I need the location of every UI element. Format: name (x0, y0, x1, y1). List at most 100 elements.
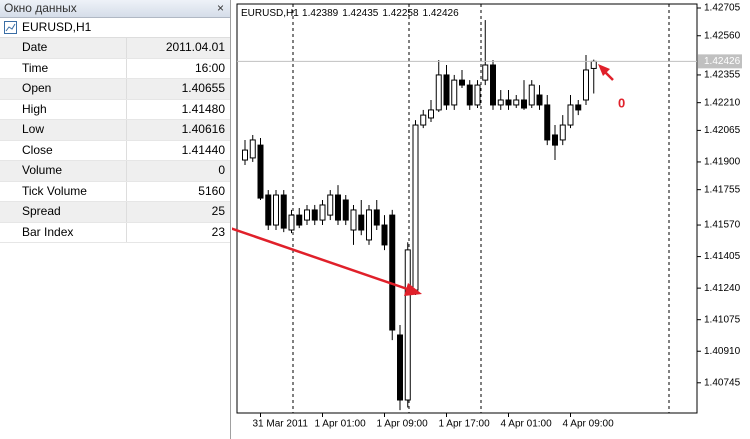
candle-body (459, 79, 465, 86)
data-row: Volume 0 (0, 161, 230, 182)
y-tick-label: 1.41755 (704, 184, 741, 195)
candle-body (288, 214, 295, 231)
row-label: Open (0, 79, 127, 99)
data-row: Date 2011.04.01 (0, 38, 230, 59)
close-button[interactable]: × (216, 1, 224, 15)
data-window: Окно данных × EURUSD,H1 Date 2011.04.01 Tim… (0, 0, 231, 439)
candle-body (466, 84, 473, 106)
candle-body (575, 104, 582, 111)
candle-body (428, 109, 434, 119)
candles (242, 20, 597, 411)
candle-body (583, 69, 589, 101)
candle-body (311, 209, 318, 221)
row-label: Close (0, 140, 127, 160)
row-value: 2011.04.01 (165, 40, 225, 54)
candle-body (389, 214, 396, 331)
data-row: Low 1.40616 (0, 120, 230, 141)
row-label: Spread (0, 202, 127, 222)
candle-body (552, 134, 558, 146)
x-tick-label: 1 Apr 01:00 (315, 419, 367, 430)
candle-body (536, 94, 543, 106)
candle-body (397, 334, 403, 401)
data-row: Close 1.41440 (0, 140, 230, 161)
row-value: 5160 (198, 183, 225, 198)
symbol: EURUSD,H1 (241, 8, 299, 19)
row-value: 0 (218, 163, 225, 177)
row-label: Volume (0, 161, 127, 181)
open: 1.42389 (302, 8, 339, 19)
price-label-box (698, 54, 742, 69)
candle-body (521, 99, 527, 109)
x-tick-label: 4 Apr 01:00 (501, 419, 553, 430)
candle-body (280, 194, 287, 229)
candle-body (381, 224, 388, 246)
candle-body (451, 79, 458, 106)
close: 1.42426 (423, 8, 460, 19)
row-label: Bar Index (0, 222, 127, 242)
candle-body (528, 84, 535, 106)
row-label: High (0, 99, 127, 119)
plot-frame (236, 3, 698, 414)
symbol-row: EURUSD,H1 (0, 18, 230, 38)
candle-body (435, 74, 442, 111)
candle-body (412, 124, 419, 291)
data-row: High 1.41480 (0, 99, 230, 120)
candle-body (335, 194, 341, 221)
price-label: 1.42426 (704, 56, 741, 67)
candle-body (590, 60, 597, 69)
row-value: 1.40616 (181, 122, 225, 136)
y-tick-label: 1.41570 (704, 220, 741, 231)
day-separators (292, 4, 670, 413)
y-tick-label: 1.42705 (704, 3, 741, 14)
candle-body (420, 114, 427, 126)
candle-body (513, 99, 520, 106)
y-tick-label: 1.41075 (704, 314, 741, 325)
symbol: EURUSD,H1 (22, 20, 92, 34)
y-tick-label: 1.42065 (704, 125, 741, 136)
data-row: Open 1.40655 (0, 79, 230, 100)
candle-body (319, 204, 326, 221)
candle-body (544, 104, 551, 141)
row-value: 1.40655 (181, 81, 225, 95)
x-tick-label: 1 Apr 17:00 (439, 419, 491, 430)
candle-body (249, 139, 256, 159)
row-label: Low (0, 120, 127, 140)
data-row: Spread 25 (0, 202, 230, 223)
candle-body (257, 144, 264, 199)
y-tick-label: 1.40745 (704, 377, 741, 388)
row-value: 1.41440 (181, 142, 225, 157)
candle-body (327, 194, 334, 216)
row-label: Time (0, 58, 127, 78)
y-tick-label: 1.42560 (704, 30, 741, 41)
candle-body (273, 194, 279, 226)
candle-body (443, 74, 450, 106)
pointer-arrow (232, 227, 417, 294)
annotation: 0 (618, 95, 625, 110)
candle-body (265, 194, 272, 226)
candle-body (505, 99, 512, 106)
y-tick-label: 1.41900 (704, 157, 741, 168)
candle-body (404, 249, 411, 401)
arrow-head (404, 283, 422, 296)
row-label: Date (0, 38, 127, 58)
row-value: 16:00 (194, 60, 225, 75)
chart: EURUSD,H1 1.42389 1.42435 1.42258 1.42426 0 … (232, 3, 742, 430)
rows: Date 2011.04.01 Time 16:00 Open 1.40655 High 1.… (0, 38, 230, 243)
low: 1.42258 (382, 8, 419, 19)
panel-title: Окно данных (4, 1, 77, 15)
x-tick-label: 4 Apr 09:00 (563, 419, 615, 430)
row-value: 25 (211, 204, 225, 218)
candle-body (490, 64, 496, 106)
candle-body (474, 84, 481, 106)
row-value: 1.41480 (181, 101, 225, 116)
y-tick-label: 1.42210 (704, 97, 741, 108)
y-tick-label: 1.41405 (704, 251, 741, 262)
data-row: Time 16:00 (0, 58, 230, 79)
high: 1.42435 (342, 8, 379, 19)
chart-icon (4, 21, 17, 34)
candle-body (366, 209, 372, 241)
candle-body (567, 104, 574, 126)
candle-body (373, 209, 380, 226)
candle-body (482, 64, 489, 81)
